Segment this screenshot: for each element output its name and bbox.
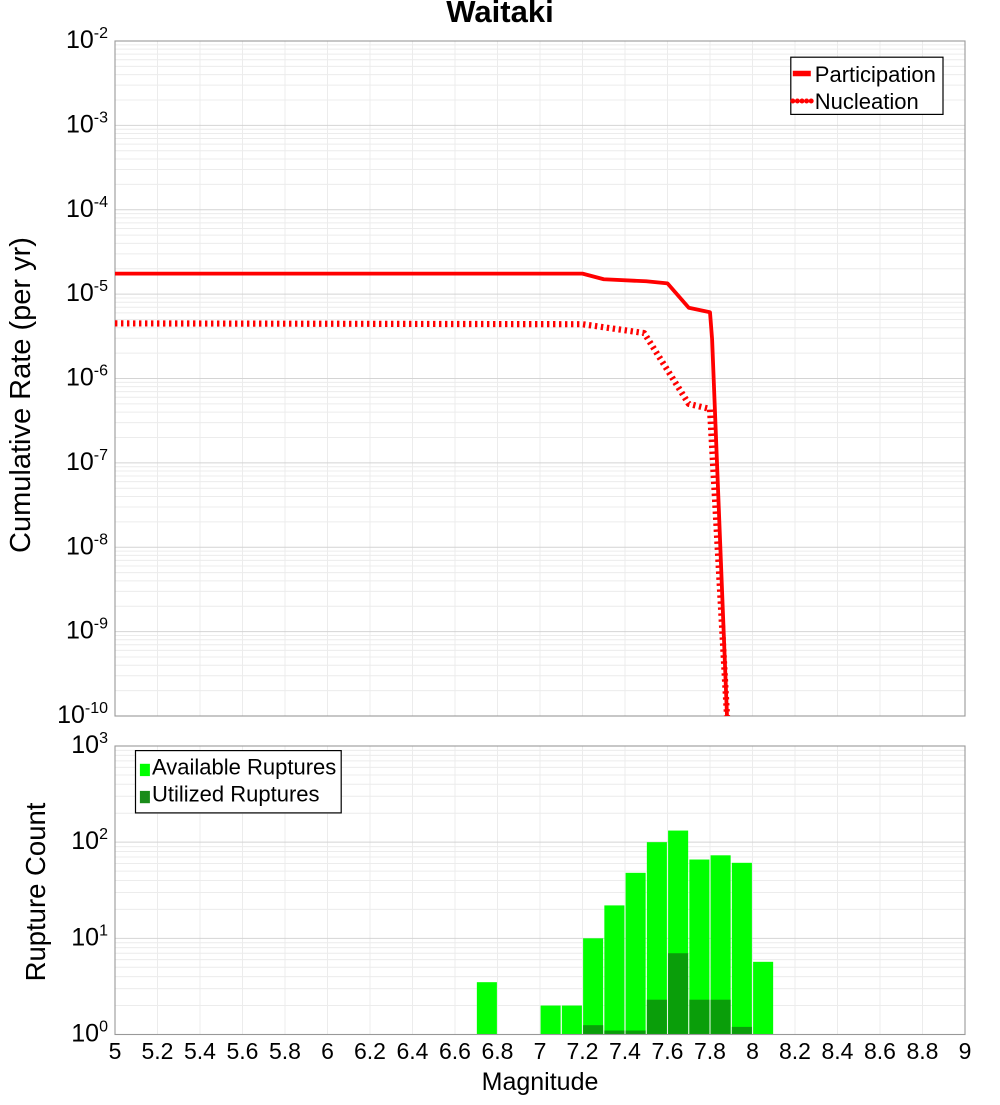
svg-text:6.8: 6.8 bbox=[482, 1038, 514, 1064]
svg-text:7.2: 7.2 bbox=[567, 1038, 599, 1064]
svg-text:7.4: 7.4 bbox=[609, 1038, 641, 1064]
svg-text:9: 9 bbox=[959, 1038, 972, 1064]
svg-text:Magnitude: Magnitude bbox=[482, 1068, 599, 1096]
svg-text:5: 5 bbox=[109, 1038, 122, 1064]
svg-text:Cumulative Rate (per yr): Cumulative Rate (per yr) bbox=[5, 237, 37, 553]
svg-text:Nucleation: Nucleation bbox=[815, 89, 919, 114]
svg-text:8.8: 8.8 bbox=[907, 1038, 939, 1064]
svg-text:5.6: 5.6 bbox=[227, 1038, 259, 1064]
svg-text:Participation: Participation bbox=[815, 62, 936, 87]
svg-text:6.4: 6.4 bbox=[397, 1038, 429, 1064]
svg-text:8.2: 8.2 bbox=[779, 1038, 811, 1064]
svg-text:5.2: 5.2 bbox=[142, 1038, 174, 1064]
svg-text:Waitaki: Waitaki bbox=[446, 0, 553, 29]
svg-text:6: 6 bbox=[321, 1038, 334, 1064]
svg-text:7.8: 7.8 bbox=[694, 1038, 726, 1064]
svg-text:Rupture Count: Rupture Count bbox=[20, 802, 51, 981]
svg-text:7.6: 7.6 bbox=[652, 1038, 684, 1064]
svg-text:6.2: 6.2 bbox=[354, 1038, 386, 1064]
svg-text:7: 7 bbox=[534, 1038, 547, 1064]
svg-text:Available Ruptures: Available Ruptures bbox=[152, 754, 336, 779]
svg-text:8.4: 8.4 bbox=[822, 1038, 854, 1064]
svg-text:5.8: 5.8 bbox=[269, 1038, 301, 1064]
svg-text:6.6: 6.6 bbox=[439, 1038, 471, 1064]
svg-text:Utilized Ruptures: Utilized Ruptures bbox=[152, 782, 320, 807]
svg-text:8: 8 bbox=[746, 1038, 759, 1064]
svg-text:5.4: 5.4 bbox=[184, 1038, 216, 1064]
svg-text:8.6: 8.6 bbox=[864, 1038, 896, 1064]
